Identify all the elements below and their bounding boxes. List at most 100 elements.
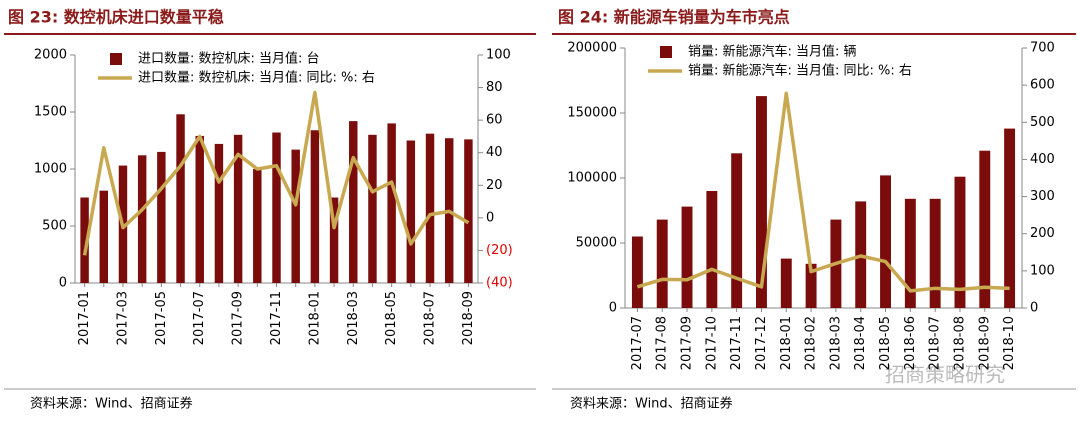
source: 资料来源：Wind、招商证券 [30, 396, 193, 412]
bar [979, 150, 991, 308]
bar [387, 123, 396, 284]
bar [756, 96, 767, 308]
y2-tick-label: 100 [1030, 263, 1055, 278]
x-tick-label: 2018-03 [828, 316, 843, 370]
bar [329, 197, 339, 283]
x-tick-label: 2018-10 [1002, 316, 1017, 370]
y2-tick-label: 40 [486, 145, 503, 160]
bar [233, 134, 243, 283]
x-tick-label: 2017-08 [655, 316, 670, 370]
x-tick-label: 2017-11 [729, 316, 744, 370]
y2-tick-label: 400 [1030, 152, 1055, 167]
x-tick-label: 2018-02 [804, 316, 819, 370]
bar [780, 258, 792, 308]
y2-tick-label: 0 [1030, 301, 1038, 316]
y2-tick-label: 300 [1030, 189, 1055, 204]
y2-tick-label: (40) [486, 276, 513, 291]
x-tick-label: 2017-03 [115, 291, 130, 345]
legend-label: 进口数量: 数控机床: 当月值: 台 [138, 51, 320, 67]
bar [176, 114, 185, 283]
y-tick-label: 200000 [567, 41, 617, 56]
bar [805, 263, 817, 308]
legend-swatch [110, 53, 122, 65]
bar [731, 153, 743, 308]
bar [291, 149, 300, 283]
bar [706, 191, 718, 308]
x-tick-label: 2018-04 [853, 316, 868, 370]
bar [904, 198, 916, 308]
y-tick-label: 2000 [34, 48, 67, 63]
x-tick-label: 2017-12 [754, 316, 769, 370]
bar [195, 135, 204, 283]
bar [425, 133, 435, 283]
x-tick-label: 2018-08 [952, 316, 967, 370]
y-tick-label: 500 [42, 219, 67, 234]
bar [368, 134, 377, 283]
bar [406, 140, 416, 283]
x-tick-label: 2017-01 [77, 291, 92, 345]
chart-title: 图 23: 数控机床进口数量平稳 [8, 8, 224, 27]
y2-tick-label: 200 [1030, 226, 1055, 241]
x-tick-label: 2018-07 [423, 291, 438, 345]
x-tick-label: 2018-06 [903, 316, 918, 370]
x-tick-label: 2018-03 [346, 291, 361, 345]
y2-tick-label: 600 [1030, 78, 1055, 93]
bar [99, 190, 109, 283]
bar [253, 169, 262, 283]
x-tick-label: 2018-01 [779, 316, 794, 370]
x-tick-label: 2018-09 [461, 291, 476, 345]
x-tick-label: 2017-09 [680, 316, 695, 370]
bar [272, 132, 281, 283]
y-tick-label: 100000 [567, 171, 617, 186]
legend-label: 销量: 新能源汽车: 当月值: 辆 [688, 44, 857, 60]
bar [137, 155, 147, 283]
bar [954, 176, 966, 308]
y2-tick-label: 60 [486, 113, 503, 128]
y2-tick-label: 20 [486, 178, 503, 193]
bar [656, 219, 668, 308]
y-tick-label: 50000 [576, 236, 617, 251]
x-tick-label: 2017-07 [630, 316, 645, 370]
bar [157, 151, 166, 283]
bar [349, 121, 358, 284]
y-tick-label: 0 [59, 276, 67, 291]
bar [310, 130, 320, 283]
legend-label: 销量: 新能源汽车: 当月值: 同比: %: 右 [688, 63, 912, 79]
bar [929, 198, 941, 308]
y2-tick-label: 700 [1030, 41, 1055, 56]
y2-tick-label: 80 [486, 80, 503, 95]
bar [681, 206, 693, 308]
y-tick-label: 1000 [34, 162, 67, 177]
line-series [636, 91, 1010, 293]
y2-tick-label: (20) [486, 243, 513, 258]
bar [631, 236, 643, 308]
bar [880, 175, 891, 308]
x-tick-label: 2017-07 [192, 291, 207, 345]
x-tick-label: 2017-10 [704, 316, 719, 370]
chart-title: 图 24: 新能源车销量为车市亮点 [558, 8, 790, 27]
x-tick-label: 2018-07 [928, 316, 943, 370]
legend-swatch [660, 46, 672, 58]
bar [1004, 128, 1016, 308]
x-tick-label: 2017-11 [269, 291, 284, 345]
y-tick-label: 150000 [567, 106, 617, 121]
bar [80, 197, 89, 283]
x-tick-label: 2017-05 [154, 291, 169, 345]
x-tick-label: 2018-05 [384, 291, 399, 345]
x-tick-label: 2018-09 [977, 316, 992, 370]
x-tick-label: 2017-09 [231, 291, 246, 345]
y-tick-label: 0 [609, 301, 617, 316]
x-tick-label: 2018-05 [878, 316, 893, 370]
y2-tick-label: 100 [486, 48, 511, 63]
source: 资料来源：Wind、招商证券 [570, 396, 733, 412]
y2-tick-label: 0 [486, 210, 494, 225]
bar [214, 143, 224, 283]
line-series [82, 90, 470, 256]
y-tick-label: 1500 [34, 105, 67, 120]
x-tick-label: 2018-01 [307, 291, 322, 345]
y2-tick-label: 500 [1030, 115, 1055, 130]
bar [464, 139, 473, 283]
watermark: 招商策略研究 [885, 363, 1005, 387]
legend-label: 进口数量: 数控机床: 当月值: 同比: %: 右 [138, 70, 375, 86]
